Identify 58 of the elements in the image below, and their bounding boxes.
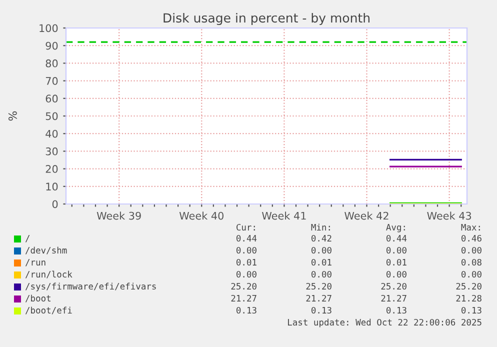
text: 0.44: [236, 234, 257, 242]
y-tick-label: 80: [46, 59, 58, 68]
y-tick-label: 70: [46, 77, 58, 85]
text: 21.27: [381, 294, 406, 302]
text: 0.00: [236, 270, 256, 278]
text: 0.00: [386, 270, 406, 278]
text: 21.27: [306, 294, 332, 302]
legend-label: /boot/efi: [25, 306, 72, 314]
y-axis-title: %: [8, 111, 17, 121]
x-tick-label: Week 40: [179, 212, 224, 220]
text: 0.42: [312, 234, 332, 242]
text: 0.00: [462, 270, 482, 278]
text: 21.27: [231, 294, 256, 302]
y-tick-label: 40: [46, 130, 58, 138]
text: 0.00: [312, 270, 332, 278]
y-tick-label: 60: [46, 94, 58, 103]
text: 0.46: [462, 234, 482, 242]
text: 0.44: [386, 234, 407, 242]
x-tick-label: Week 39: [96, 212, 141, 220]
x-tick-label: Week 43: [427, 212, 472, 220]
text: 25.20: [231, 282, 256, 290]
y-tick-label: 100: [40, 24, 58, 32]
legend-label: /run: [25, 259, 46, 266]
text: 0.01: [236, 258, 256, 266]
text: 0.00: [236, 246, 256, 254]
text: Avg:: [386, 224, 405, 232]
y-tick-label: 10: [46, 182, 58, 191]
text: Max:: [461, 224, 480, 231]
y-tick-label: 30: [46, 147, 58, 156]
x-tick-label: Week 41: [262, 212, 306, 220]
legend-label: /dev/shm: [25, 246, 67, 254]
text: 0.01: [386, 258, 406, 266]
text: 0.13: [462, 306, 482, 314]
text: 21.28: [456, 294, 482, 302]
text: Cur:: [236, 224, 255, 231]
text: 0.13: [386, 306, 406, 314]
chart-title: Disk usage in percent - by month: [164, 12, 370, 26]
text: Min:: [311, 224, 330, 230]
text: 25.20: [456, 282, 482, 290]
text: 0.00: [312, 246, 332, 254]
text: 0.13: [312, 306, 332, 314]
x-tick-label: Week 42: [344, 212, 388, 220]
legend-label: /: [25, 235, 30, 242]
y-tick-label: 20: [46, 165, 58, 173]
y-tick-label: 50: [46, 112, 58, 120]
text: 0.08: [462, 258, 482, 266]
legend-label: /boot: [25, 294, 50, 302]
text: 25.20: [381, 282, 406, 290]
text: 25.20: [306, 282, 332, 290]
legend-label: /sys/firmware/efi/efivars: [25, 282, 156, 292]
text: 0.00: [462, 246, 482, 254]
text: 0.00: [386, 246, 406, 254]
text: 0.01: [312, 258, 332, 266]
y-tick-label: 90: [46, 42, 58, 50]
text: 0.13: [236, 306, 256, 314]
text: Last update: Wed Oct 22 22:00:06 2025: [288, 318, 482, 328]
legend-label: /run/lock: [25, 270, 72, 278]
y-tick-label: 0: [52, 200, 58, 208]
